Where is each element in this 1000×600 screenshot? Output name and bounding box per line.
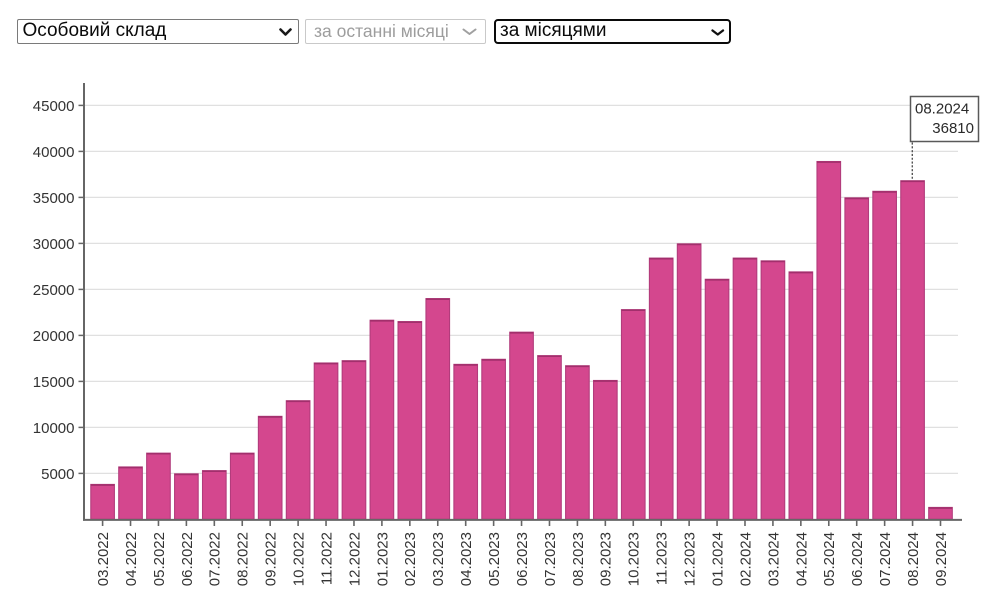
svg-text:09.2024: 09.2024 xyxy=(933,532,950,586)
svg-text:36810: 36810 xyxy=(932,120,974,137)
svg-text:06.2024: 06.2024 xyxy=(849,532,866,586)
svg-text:06.2022: 06.2022 xyxy=(179,532,196,586)
svg-text:05.2024: 05.2024 xyxy=(821,532,838,586)
svg-text:11.2022: 11.2022 xyxy=(318,532,335,585)
svg-text:08.2024: 08.2024 xyxy=(905,532,922,586)
svg-text:06.2023: 06.2023 xyxy=(514,532,531,586)
svg-text:09.2023: 09.2023 xyxy=(598,532,615,586)
svg-text:5000: 5000 xyxy=(41,466,74,483)
svg-text:12.2022: 12.2022 xyxy=(346,532,363,586)
svg-text:20000: 20000 xyxy=(33,328,75,345)
svg-text:10000: 10000 xyxy=(33,420,75,437)
svg-text:05.2022: 05.2022 xyxy=(151,532,168,586)
svg-text:03.2024: 03.2024 xyxy=(765,532,782,586)
svg-text:01.2024: 01.2024 xyxy=(709,532,726,586)
svg-text:02.2024: 02.2024 xyxy=(737,532,754,586)
svg-text:30000: 30000 xyxy=(33,236,75,253)
svg-text:09.2022: 09.2022 xyxy=(263,532,280,586)
svg-text:25000: 25000 xyxy=(33,282,75,299)
svg-text:08.2023: 08.2023 xyxy=(570,532,587,586)
svg-text:40000: 40000 xyxy=(33,144,75,161)
svg-text:04.2024: 04.2024 xyxy=(793,532,810,586)
svg-text:35000: 35000 xyxy=(33,190,75,207)
svg-text:10.2023: 10.2023 xyxy=(626,532,643,586)
svg-text:02.2023: 02.2023 xyxy=(402,532,419,586)
svg-text:08.2022: 08.2022 xyxy=(235,532,252,586)
svg-text:15000: 15000 xyxy=(33,374,75,391)
svg-text:45000: 45000 xyxy=(33,98,75,115)
svg-text:01.2023: 01.2023 xyxy=(374,532,391,586)
svg-text:12.2023: 12.2023 xyxy=(682,532,699,586)
svg-text:03.2023: 03.2023 xyxy=(430,532,447,586)
svg-text:04.2022: 04.2022 xyxy=(123,532,140,586)
svg-text:07.2024: 07.2024 xyxy=(877,532,894,586)
svg-text:08.2024: 08.2024 xyxy=(915,100,969,117)
svg-text:05.2023: 05.2023 xyxy=(486,532,503,586)
svg-text:10.2022: 10.2022 xyxy=(291,532,308,586)
svg-text:07.2023: 07.2023 xyxy=(542,532,559,586)
svg-text:07.2022: 07.2022 xyxy=(207,532,224,586)
svg-text:04.2023: 04.2023 xyxy=(458,532,475,586)
svg-text:03.2022: 03.2022 xyxy=(95,532,112,586)
svg-text:11.2023: 11.2023 xyxy=(654,532,671,585)
